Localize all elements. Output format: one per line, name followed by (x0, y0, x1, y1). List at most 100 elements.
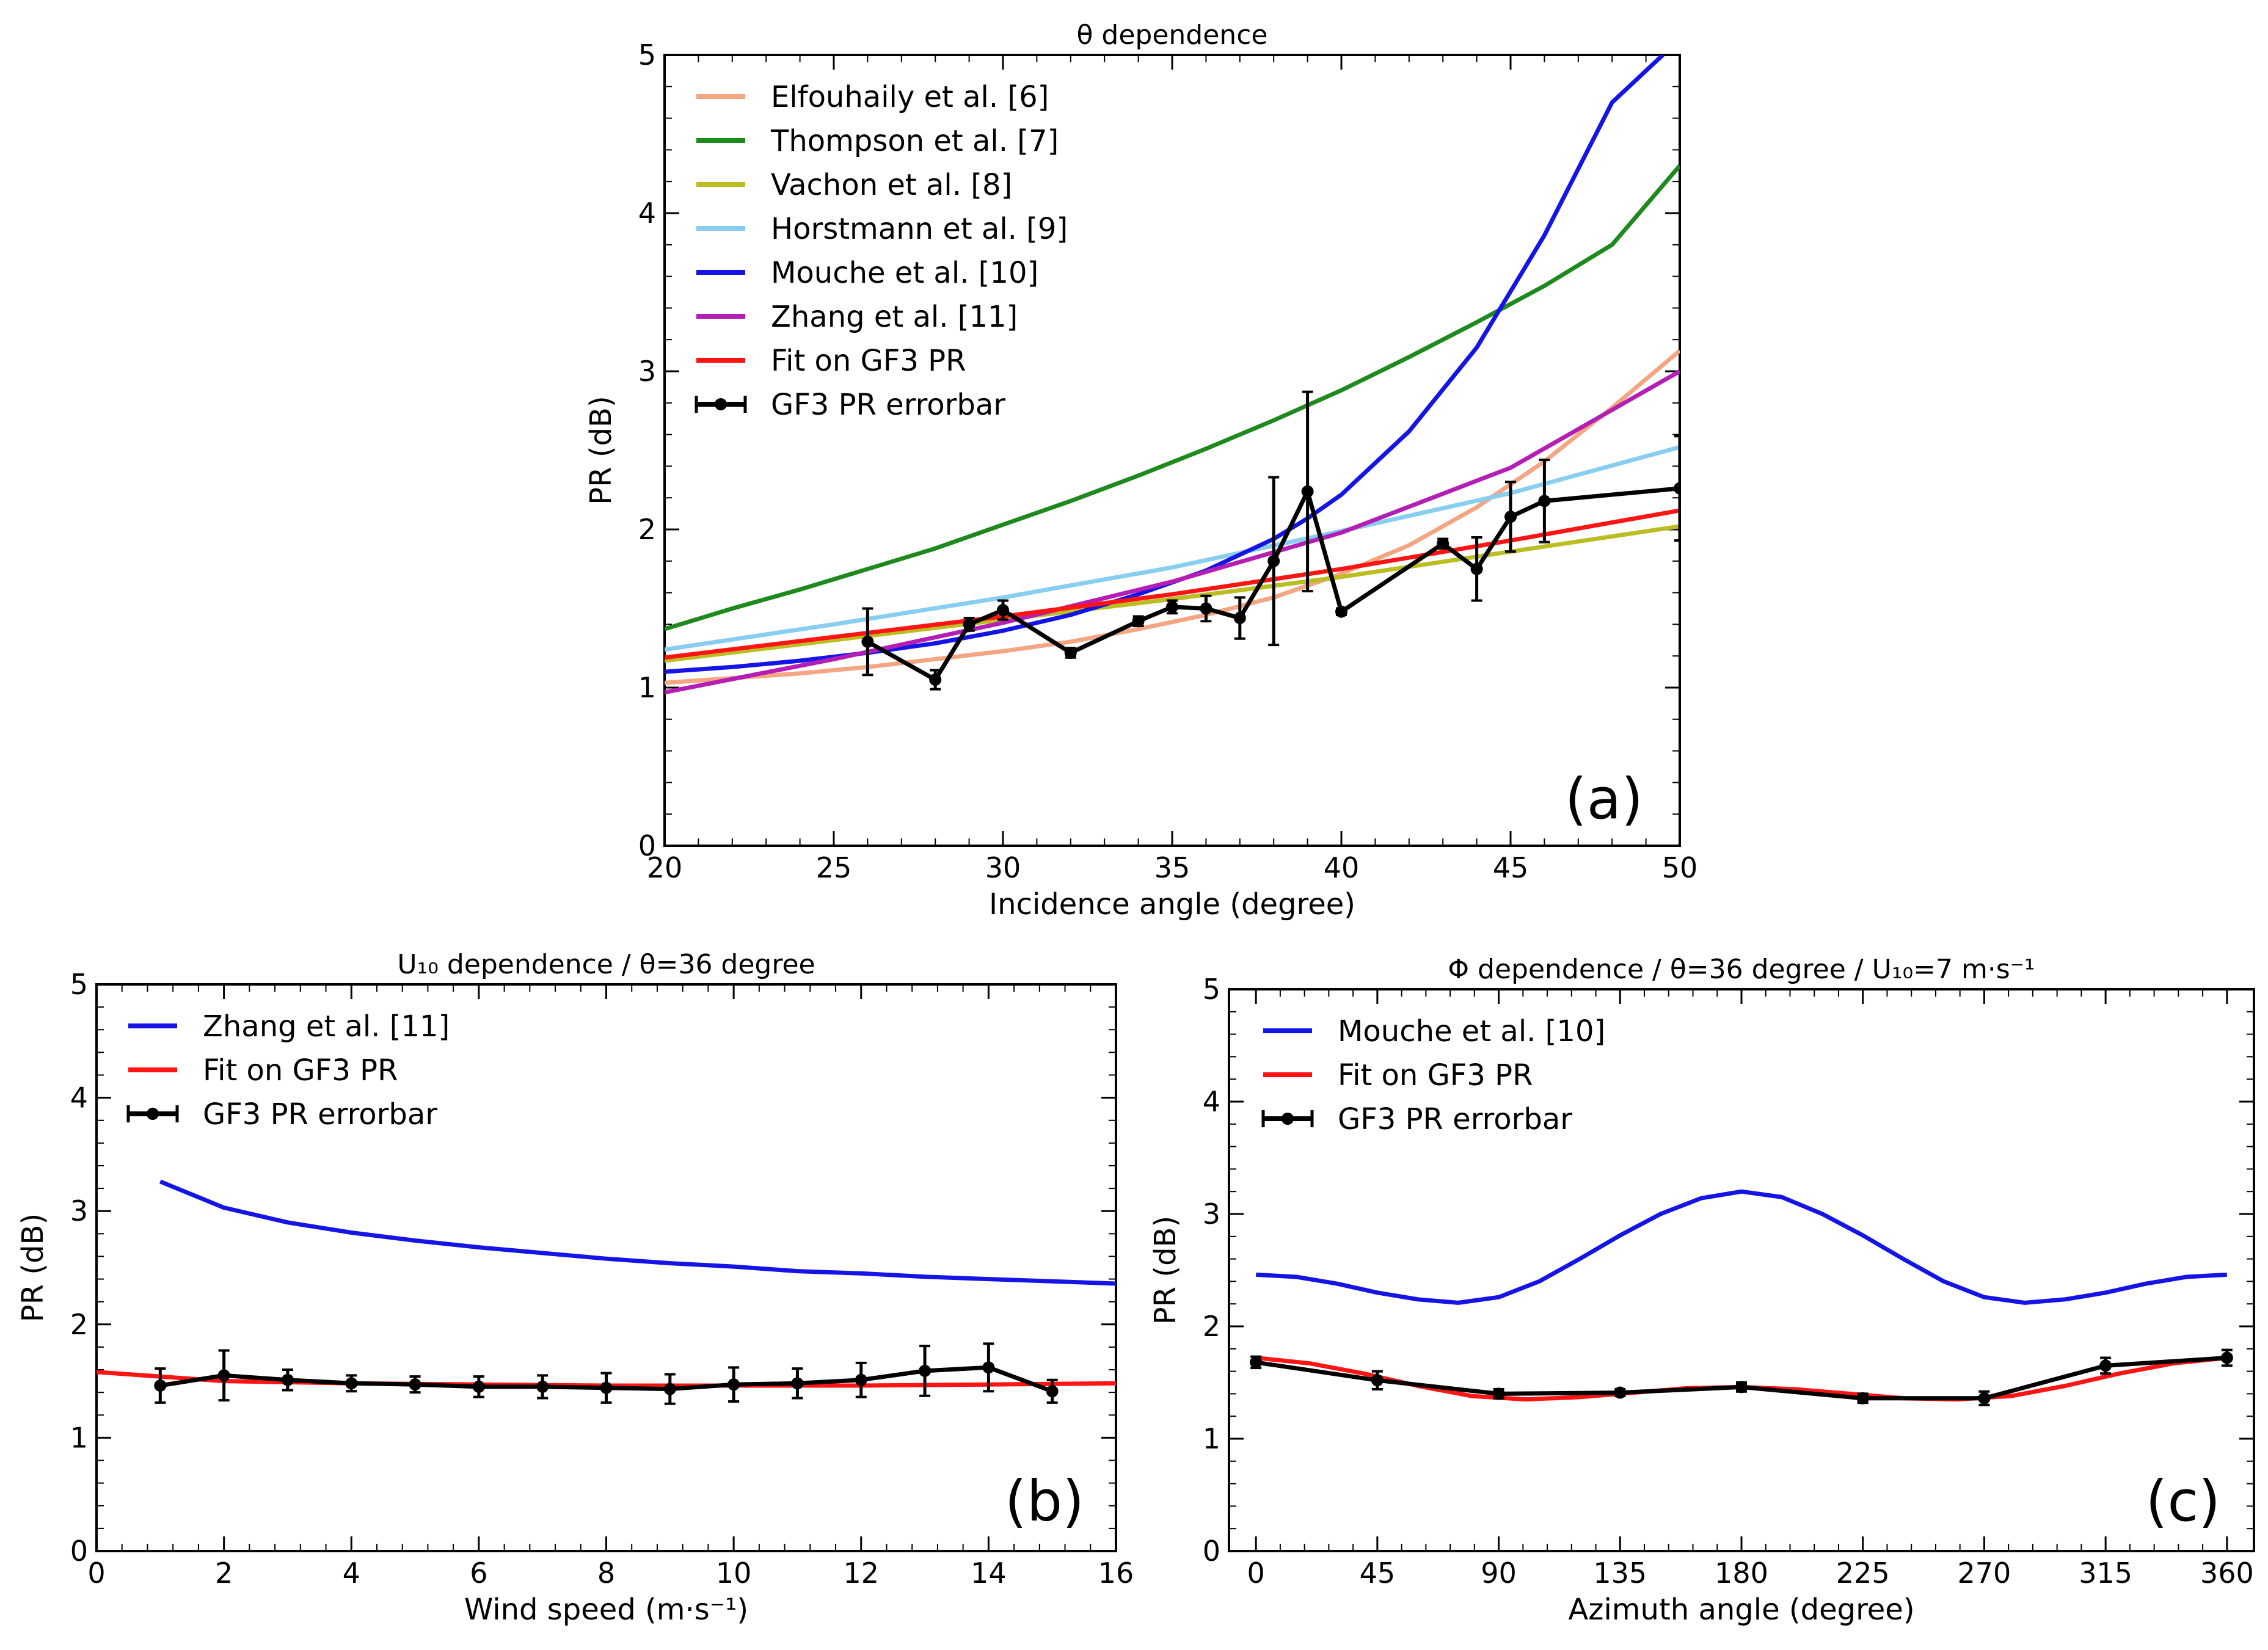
data-point (919, 1364, 932, 1377)
data-point (1504, 511, 1517, 523)
x-tick-label: 50 (1662, 851, 1698, 884)
data-point (345, 1377, 358, 1390)
x-tick-label: 225 (1836, 1557, 1890, 1590)
x-tick-label: 270 (1958, 1557, 2011, 1590)
x-tick-label: 180 (1715, 1557, 1768, 1590)
legend-item: Fit on GF3 PR (1263, 1058, 1533, 1092)
legend-item: Zhang et al. [11] (128, 1009, 450, 1044)
legend-label: Elfouhaily et al. [6] (771, 80, 1049, 114)
legend-label: GF3 PR errorbar (203, 1097, 437, 1132)
data-point (2099, 1359, 2112, 1372)
legend-label: Vachon et al. [8] (771, 168, 1012, 202)
legend-label: Fit on GF3 PR (203, 1053, 398, 1088)
y-tick-label: 0 (1203, 1535, 1220, 1568)
plot-area (97, 1179, 1116, 1405)
data-point (1335, 605, 1347, 618)
data-point (791, 1377, 804, 1390)
x-tick-label: 14 (971, 1557, 1007, 1590)
data-point (1200, 602, 1212, 615)
legend-item: Elfouhaily et al. [6] (696, 80, 1049, 114)
y-tick-label: 2 (70, 1308, 88, 1341)
data-point (154, 1379, 167, 1392)
series-fit-on-gf3-pr (1255, 1356, 2228, 1402)
chart-title: U₁₀ dependence / θ=36 degree (397, 949, 815, 980)
data-point (929, 674, 942, 686)
series-zhang-et-al-11 (159, 1179, 1116, 1286)
y-tick-label: 4 (70, 1081, 88, 1114)
x-tick-label: 16 (1098, 1557, 1134, 1590)
data-point (1614, 1386, 1627, 1399)
x-axis-label: Azimuth angle (degree) (1568, 1593, 1914, 1627)
panel-label: (b) (1005, 1469, 1084, 1534)
data-point (281, 1373, 294, 1386)
y-tick-label: 4 (638, 197, 656, 230)
legend-item: GF3 PR errorbar (695, 388, 1005, 422)
legend-marker (715, 398, 727, 410)
y-tick-label: 4 (1203, 1085, 1220, 1118)
legend-item: GF3 PR errorbar (126, 1097, 437, 1132)
y-axis-label: PR (dB) (1148, 1216, 1183, 1325)
legend-label: Zhang et al. [11] (771, 300, 1018, 334)
data-point (1371, 1374, 1384, 1387)
legend-label: Mouche et al. [10] (771, 256, 1038, 290)
series-gf3-pr-errorbar (861, 390, 1680, 691)
panel-label: (a) (1565, 766, 1643, 832)
legend-label: Zhang et al. [11] (203, 1009, 450, 1044)
legend-item: Mouche et al. [10] (696, 256, 1038, 290)
x-axis-label: Incidence angle (degree) (989, 887, 1355, 921)
y-axis-label: PR (dB) (584, 396, 618, 504)
x-tick-label: 315 (2079, 1557, 2132, 1590)
series-gf3-pr-errorbar (1250, 1348, 2233, 1406)
data-point (1267, 554, 1280, 567)
data-point (536, 1380, 549, 1393)
data-point (1538, 495, 1551, 507)
data-point (997, 604, 1009, 617)
data-point (963, 618, 975, 631)
legend-label: Fit on GF3 PR (771, 344, 966, 378)
y-tick-label: 0 (70, 1535, 88, 1568)
y-tick-label: 3 (1203, 1198, 1220, 1230)
x-tick-label: 35 (1154, 851, 1191, 884)
x-tick-label: 135 (1593, 1557, 1647, 1590)
chart-title: Φ dependence / θ=36 degree / U₁₀=7 m·s⁻¹ (1448, 954, 2035, 985)
x-tick-label: 45 (1360, 1557, 1396, 1590)
legend-marker (147, 1108, 159, 1120)
y-tick-label: 1 (638, 671, 656, 704)
legend-label: Thompson et al. [7] (770, 124, 1059, 158)
series-line (1256, 1189, 2227, 1305)
plot-area (665, 55, 1680, 695)
x-tick-label: 0 (1247, 1557, 1265, 1590)
x-tick-label: 0 (87, 1557, 105, 1590)
data-point (1064, 647, 1077, 660)
series-zhang-et-al-11 (665, 369, 1680, 695)
x-tick-label: 45 (1493, 851, 1529, 884)
data-point (1470, 562, 1483, 575)
x-tick-label: 4 (343, 1557, 360, 1590)
data-point (1301, 485, 1314, 498)
data-point (1046, 1385, 1059, 1398)
data-point (727, 1378, 740, 1391)
x-tick-label: 2 (215, 1557, 233, 1590)
series-mouche-et-al-10 (1256, 1189, 2227, 1305)
y-tick-label: 5 (638, 38, 656, 71)
y-tick-label: 3 (638, 355, 656, 388)
legend-marker (1282, 1113, 1294, 1125)
data-point (1132, 615, 1145, 628)
x-tick-label: 40 (1324, 851, 1360, 884)
series-line (159, 1179, 1116, 1286)
plot-area (1250, 1189, 2233, 1406)
series-gf3-pr-errorbar (154, 1342, 1059, 1405)
x-tick-label: 8 (597, 1557, 615, 1590)
data-point (861, 635, 874, 648)
legend-label: Horstmann et al. [9] (771, 212, 1068, 246)
legend-item: Horstmann et al. [9] (696, 212, 1068, 246)
legend-label: GF3 PR errorbar (1338, 1102, 1572, 1136)
legend-item: Fit on GF3 PR (128, 1053, 398, 1088)
data-point (409, 1378, 421, 1391)
x-tick-label: 30 (985, 851, 1021, 884)
data-point (472, 1380, 485, 1393)
x-tick-label: 10 (716, 1557, 752, 1590)
